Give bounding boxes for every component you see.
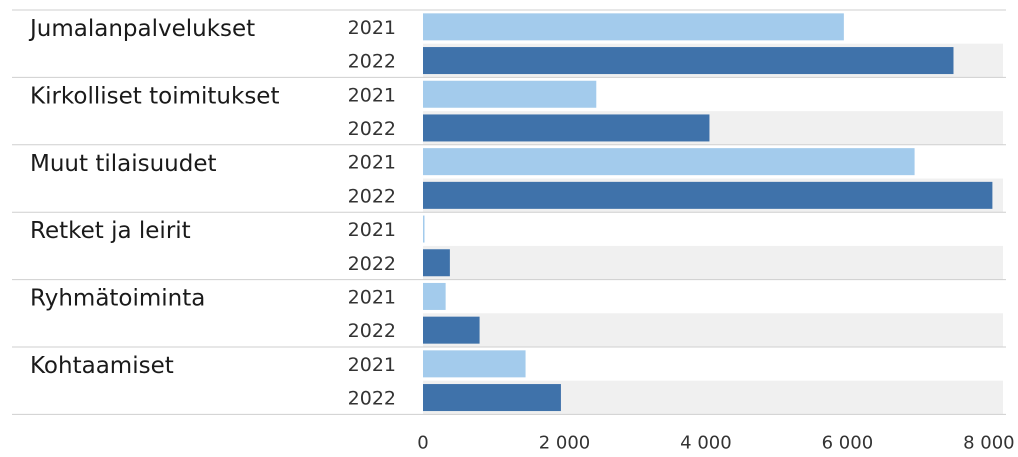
x-tick-label: 8 000: [963, 432, 1015, 453]
bar-2022: [423, 316, 480, 344]
bar-2021: [423, 13, 844, 41]
bar-2022: [423, 114, 710, 142]
year-label: 2021: [348, 286, 396, 308]
year-label: 2022: [348, 388, 396, 410]
year-label: 2021: [348, 219, 396, 241]
bar-2021: [423, 350, 526, 378]
row-separators: [12, 9, 1006, 415]
row-bands: [423, 43, 1003, 415]
bars: [423, 13, 993, 412]
category-label: Retket ja leirit: [30, 218, 191, 244]
x-tick-label: 2 000: [539, 432, 591, 453]
category-label: Jumalanpalvelukset: [28, 16, 255, 42]
year-label: 2021: [348, 152, 396, 174]
category-labels: Jumalanpalvelukset Kirkolliset toimitukse…: [28, 16, 279, 379]
x-tick-label: 6 000: [822, 432, 874, 453]
bar-2022: [423, 249, 450, 277]
x-tick-label: 4 000: [680, 432, 732, 453]
bar-2021: [423, 148, 915, 176]
bar-2022: [423, 181, 993, 209]
row-band: [423, 313, 1003, 347]
year-label: 2022: [348, 320, 396, 342]
x-tick-label: 0: [417, 432, 428, 453]
category-label: Ryhmätoiminta: [30, 286, 205, 312]
category-label: Kirkolliset toimitukset: [30, 83, 279, 109]
category-label: Muut tilaisuudet: [30, 151, 217, 177]
year-label: 2022: [348, 185, 396, 207]
bar-2021: [423, 282, 446, 310]
row-band: [423, 245, 1003, 280]
x-axis-ticks: 0 2 000 4 000 6 000 8 000: [417, 432, 1014, 453]
category-label: Kohtaamiset: [30, 353, 174, 379]
year-label: 2021: [348, 354, 396, 376]
year-label: 2022: [348, 253, 396, 275]
bar-2021: [423, 80, 597, 108]
year-label: 2022: [348, 51, 396, 73]
bar-2022: [423, 384, 561, 412]
year-label: 2021: [348, 84, 396, 106]
year-label: 2022: [348, 118, 396, 140]
year-label: 2021: [348, 17, 396, 39]
bar-2022: [423, 47, 954, 75]
bar-2021: [423, 215, 425, 243]
year-labels: 2021 2022 2021 2022 2021 2022 2021 2022 2021 2022…: [348, 17, 396, 410]
